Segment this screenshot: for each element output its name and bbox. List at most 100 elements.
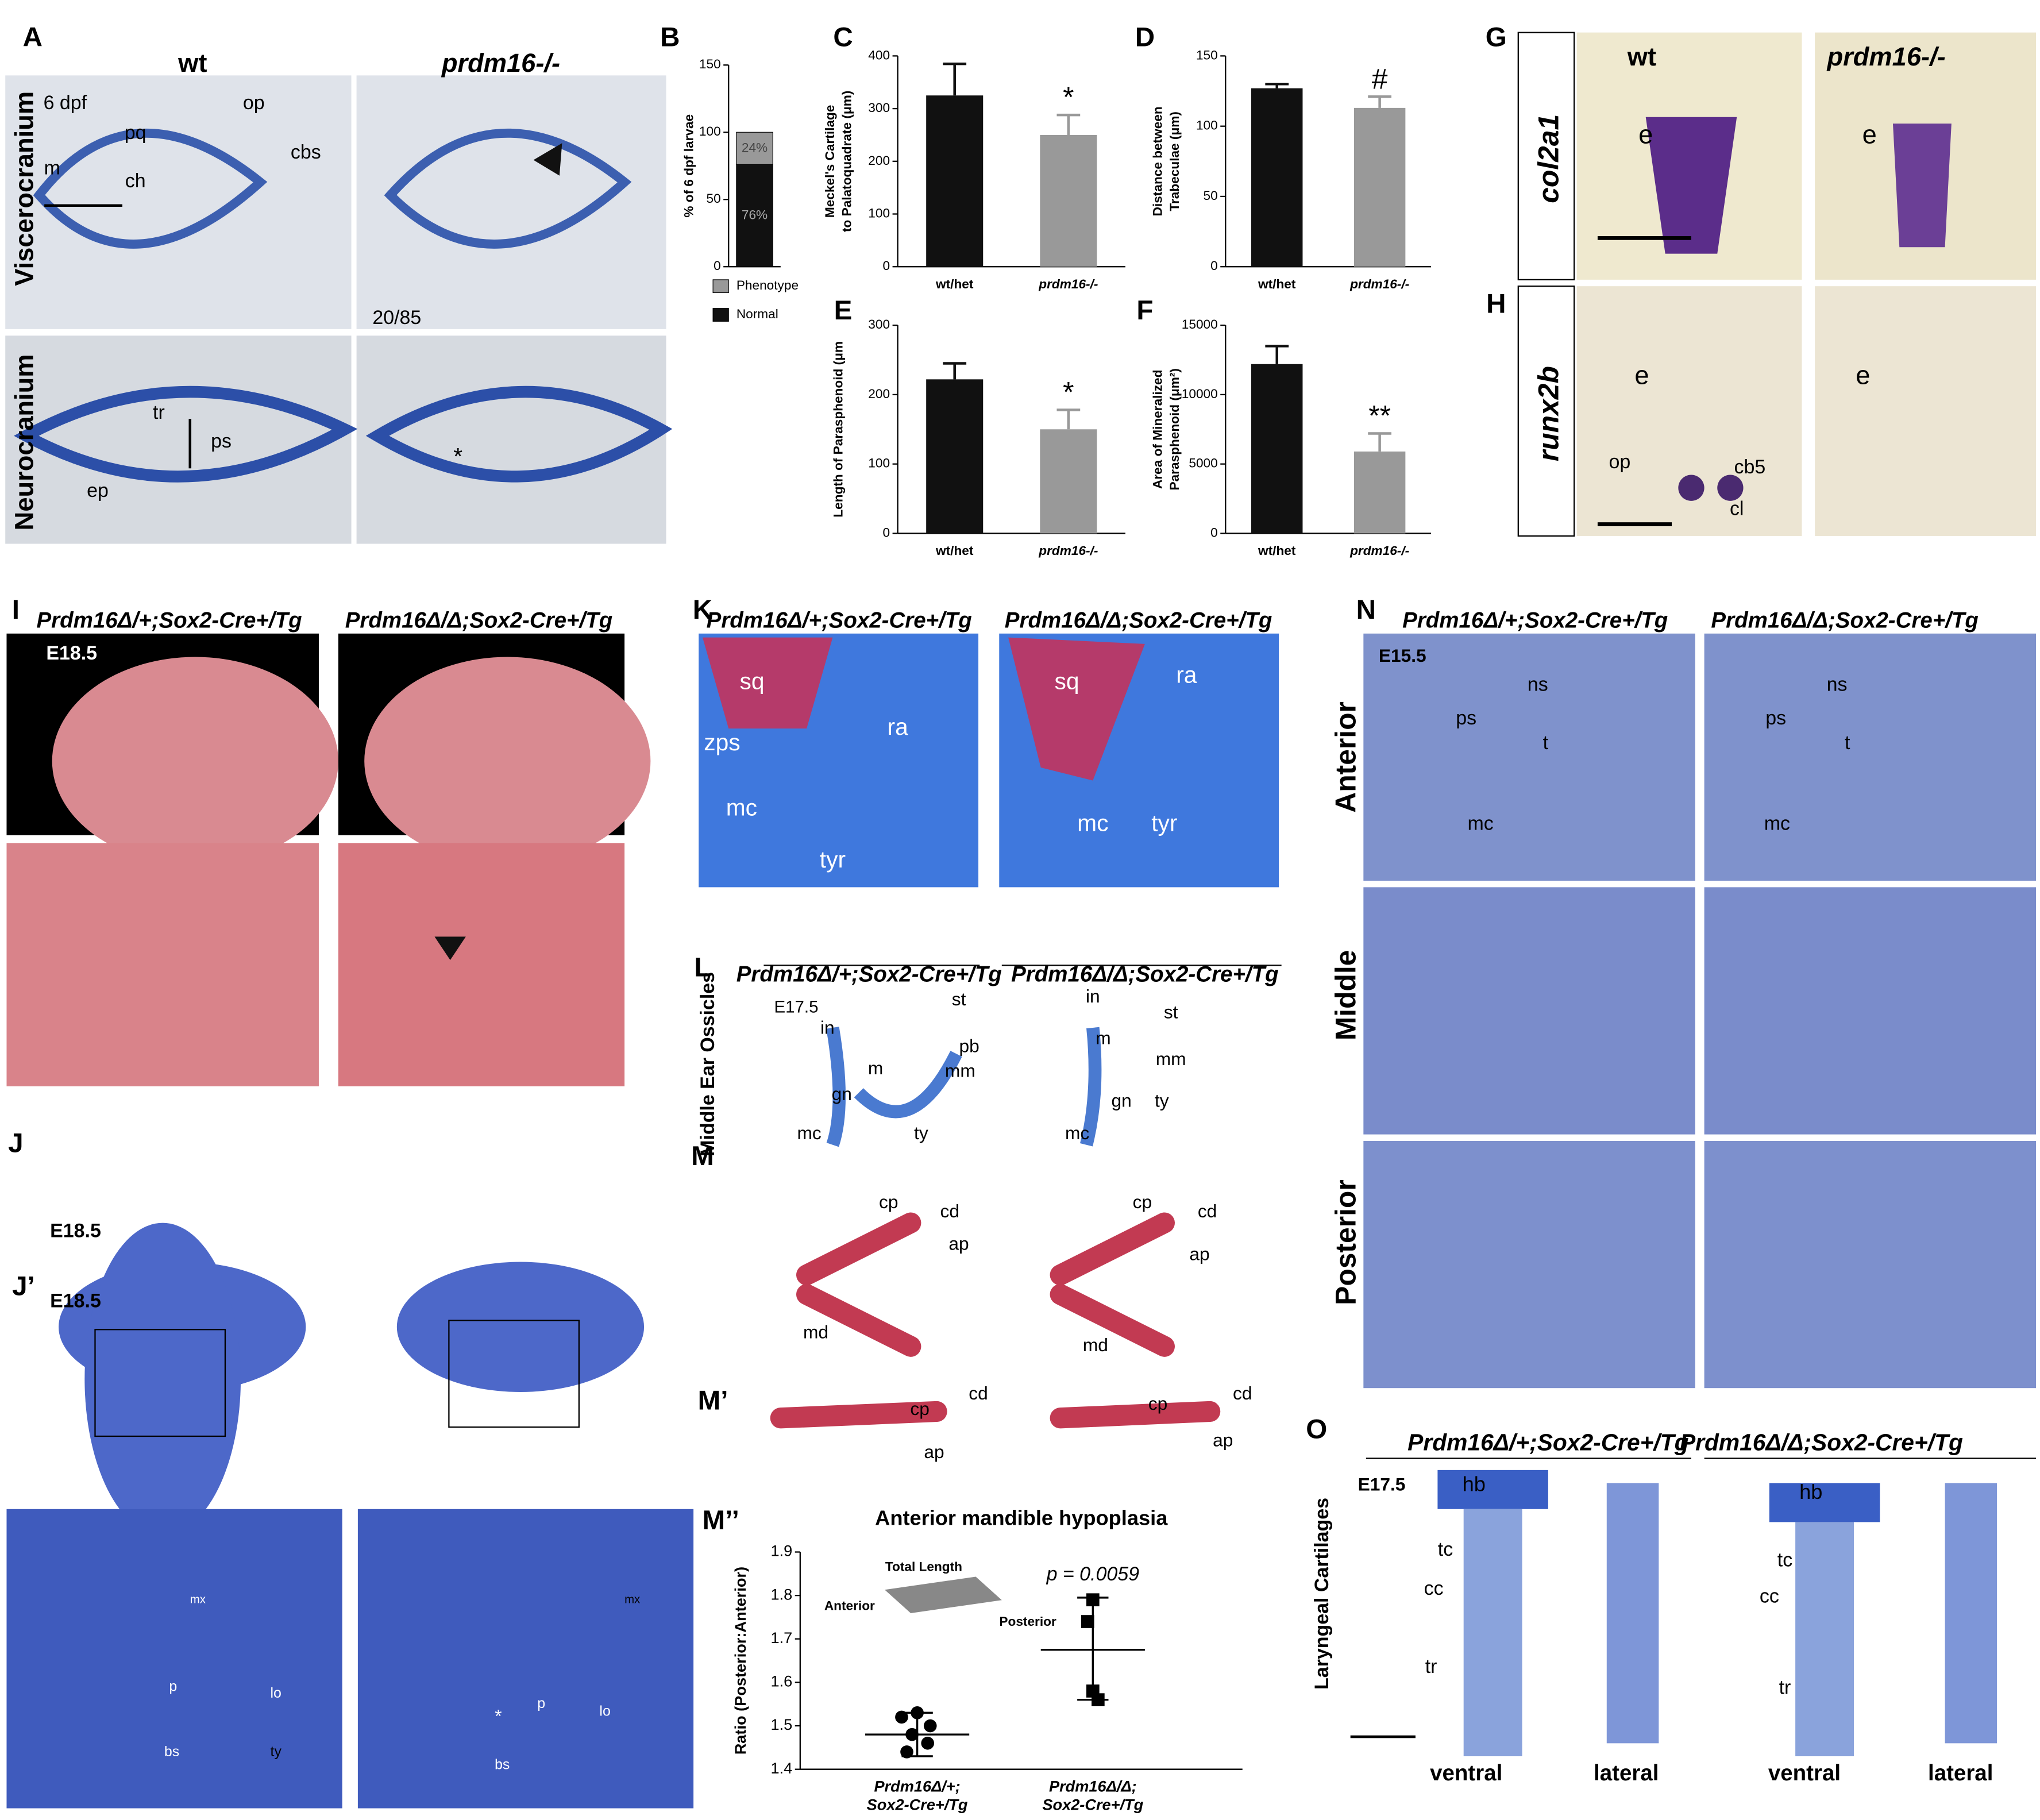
label: op <box>1609 451 1631 473</box>
label: ventral <box>1430 1761 1502 1786</box>
label: mc <box>1077 809 1108 836</box>
legend-label: Phenotype <box>736 278 799 292</box>
y-tick-label: 1.7 <box>770 1629 792 1647</box>
photo <box>6 1509 342 1809</box>
label: Prdm16Δ/+;Sox2-Cre+/Tg <box>36 608 302 633</box>
x-tick-label: Sox2-Cre+/Tg <box>867 1795 968 1813</box>
label: cd <box>1233 1383 1252 1403</box>
label: 6 dpf <box>44 92 87 114</box>
label: pb <box>959 1035 979 1056</box>
annotation: # <box>1372 63 1388 95</box>
label: ty <box>271 1744 282 1760</box>
label: ch <box>125 170 146 192</box>
embryo <box>52 657 338 865</box>
y-tick-label: 300 <box>868 317 890 331</box>
bar-segment <box>736 132 773 165</box>
label-box <box>1517 32 1575 280</box>
x-tick-label: wt/het <box>1258 543 1296 558</box>
label: e <box>1638 120 1653 149</box>
label: Prdm16Δ/+;Sox2-Cre+/Tg <box>1407 1429 1688 1455</box>
label: tr <box>153 402 165 423</box>
label: mc <box>1467 813 1493 835</box>
label: pq <box>125 122 146 144</box>
label: e <box>1862 120 1877 149</box>
embryo <box>364 657 651 865</box>
y-axis-label: Area of Mineralized <box>1151 370 1165 489</box>
label: tyr <box>1151 809 1177 836</box>
label: ty <box>1155 1090 1169 1110</box>
chart-title: Anterior mandible hypoplasia <box>875 1506 1168 1529</box>
label: mc <box>797 1123 822 1143</box>
error-bar <box>1368 95 1392 108</box>
annotation: Total Length <box>885 1560 962 1574</box>
ossicle <box>826 1027 962 1147</box>
error-bar <box>1077 1597 1109 1701</box>
label: wt <box>178 48 207 78</box>
y-axis-label: Meckel's Cartilage <box>823 105 837 218</box>
label: mx <box>624 1594 640 1606</box>
label: in <box>1086 986 1100 1007</box>
label: md <box>803 1321 828 1342</box>
inset-image <box>884 1576 1002 1613</box>
photo <box>5 336 352 544</box>
label: Prdm16Δ/Δ;Sox2-Cre+/Tg <box>1005 608 1272 633</box>
label: Prdm16Δ/+;Sox2-Cre+/Tg <box>736 962 1002 987</box>
label: m <box>44 157 60 179</box>
label: Neurocranium <box>9 354 38 530</box>
label: mm <box>1156 1048 1186 1069</box>
x-tick-label: Sox2-Cre+/Tg <box>1042 1795 1143 1813</box>
panel-letter: E <box>834 295 853 326</box>
label: Anterior <box>1329 701 1362 813</box>
y-tick-label: 1.4 <box>770 1759 792 1777</box>
panel-letter: M <box>691 1141 714 1171</box>
bar <box>1040 429 1097 534</box>
photo <box>1815 286 2037 536</box>
label: lateral <box>1594 1761 1659 1786</box>
label: cd <box>969 1383 988 1403</box>
label: ap <box>948 1233 969 1254</box>
label: in <box>820 1017 835 1038</box>
label: E17.5 <box>774 998 819 1017</box>
annotation: Anterior <box>824 1599 875 1613</box>
label: p <box>537 1695 545 1711</box>
x-tick-label: Prdm16Δ/+; <box>874 1777 960 1795</box>
label: prdm16-/- <box>1827 42 1946 71</box>
label: ps <box>211 430 232 452</box>
photo <box>1363 633 1695 881</box>
photo <box>1704 1140 2037 1389</box>
label: t <box>1845 732 1850 754</box>
y-axis-label: Length of Parasphenoid (μm <box>831 341 846 518</box>
label: mc <box>1764 813 1790 835</box>
label: mx <box>190 1594 206 1606</box>
photo <box>6 843 319 1086</box>
label: E17.5 <box>1358 1474 1406 1494</box>
bar <box>1040 134 1097 267</box>
label: cc <box>1424 1578 1444 1599</box>
label: ap <box>1189 1244 1209 1264</box>
bar <box>1251 364 1303 534</box>
y-tick-label: 5000 <box>1189 456 1217 471</box>
photo <box>1704 633 2037 881</box>
label: prdm16-/- <box>441 48 560 78</box>
x-tick-label: Prdm16Δ/Δ; <box>1049 1777 1137 1795</box>
y-tick-label: 1.5 <box>770 1715 792 1733</box>
cartilage <box>1795 1522 1854 1757</box>
y-tick-label: 200 <box>868 387 890 401</box>
label: mm <box>945 1060 975 1081</box>
panel-letter: J’ <box>12 1271 35 1301</box>
annotation: Posterior <box>999 1614 1056 1629</box>
inset-box <box>448 1320 580 1428</box>
photo <box>1363 1140 1695 1389</box>
label: sq <box>739 668 764 695</box>
stain <box>1645 117 1737 254</box>
label: gn <box>832 1083 852 1104</box>
annotation: * <box>1063 376 1074 408</box>
label: bs <box>495 1756 510 1772</box>
annotation: * <box>1063 81 1074 113</box>
value-label: 24% <box>742 140 768 155</box>
cartilage <box>1606 1483 1659 1744</box>
value-label: 76% <box>742 207 768 222</box>
label: cp <box>910 1398 929 1419</box>
label: tr <box>1779 1676 1791 1698</box>
bone <box>702 637 833 729</box>
